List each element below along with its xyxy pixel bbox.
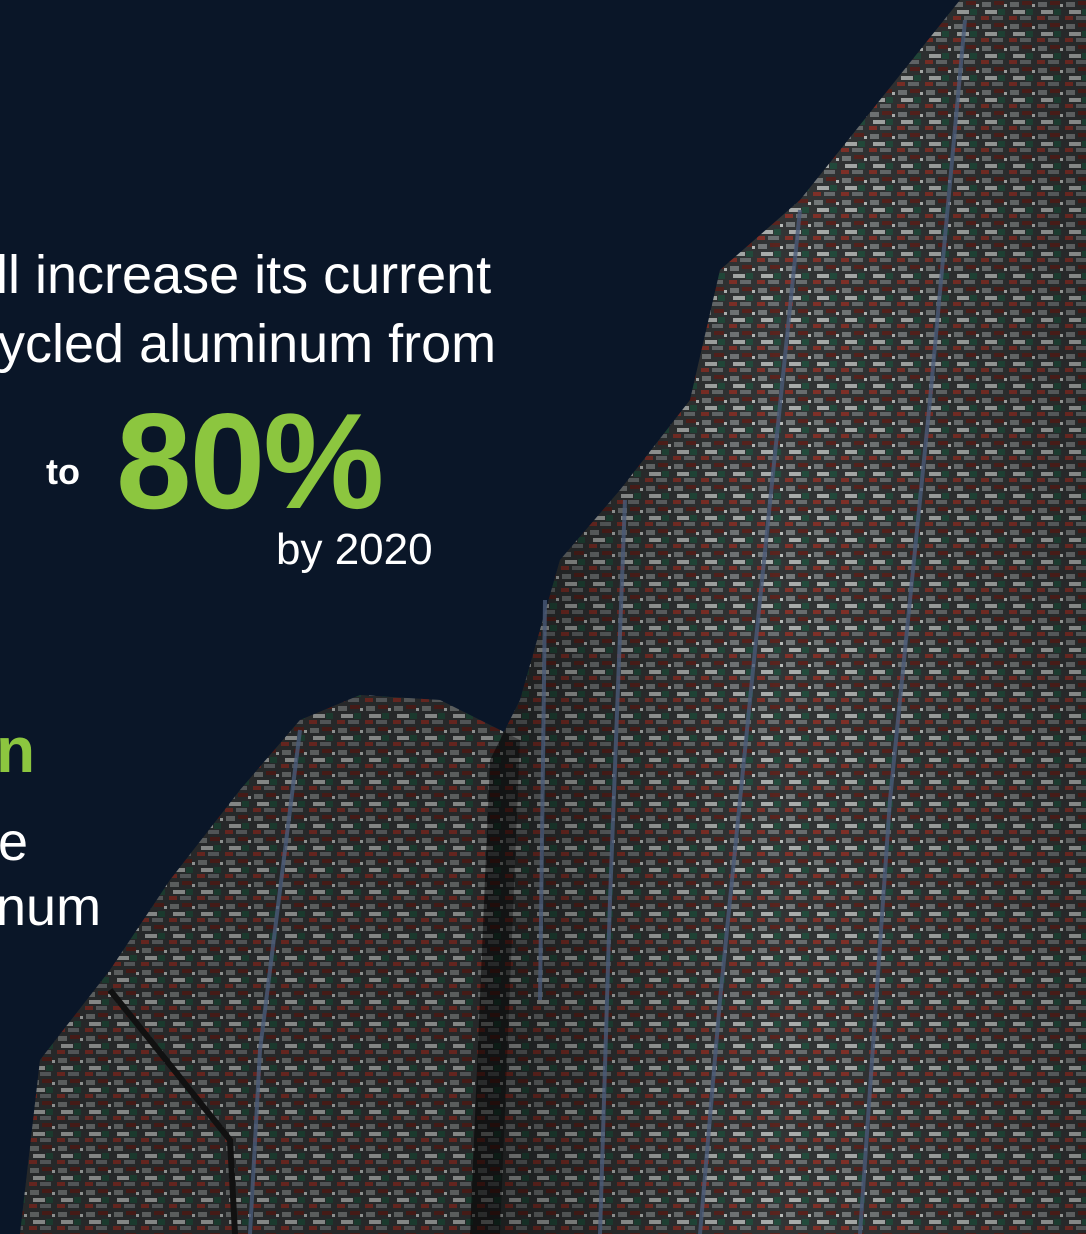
secondary-green-fragment: n	[0, 714, 36, 786]
secondary-line-fragment-2: num	[0, 877, 102, 937]
headline-line-2: ycled aluminum from	[0, 314, 497, 374]
target-percent: 80%	[116, 385, 384, 537]
secondary-line-fragment-1: e	[0, 812, 29, 872]
target-year: by 2020	[276, 525, 433, 574]
headline-line-1: ll increase its current	[0, 245, 492, 305]
to-word: to	[46, 451, 80, 492]
